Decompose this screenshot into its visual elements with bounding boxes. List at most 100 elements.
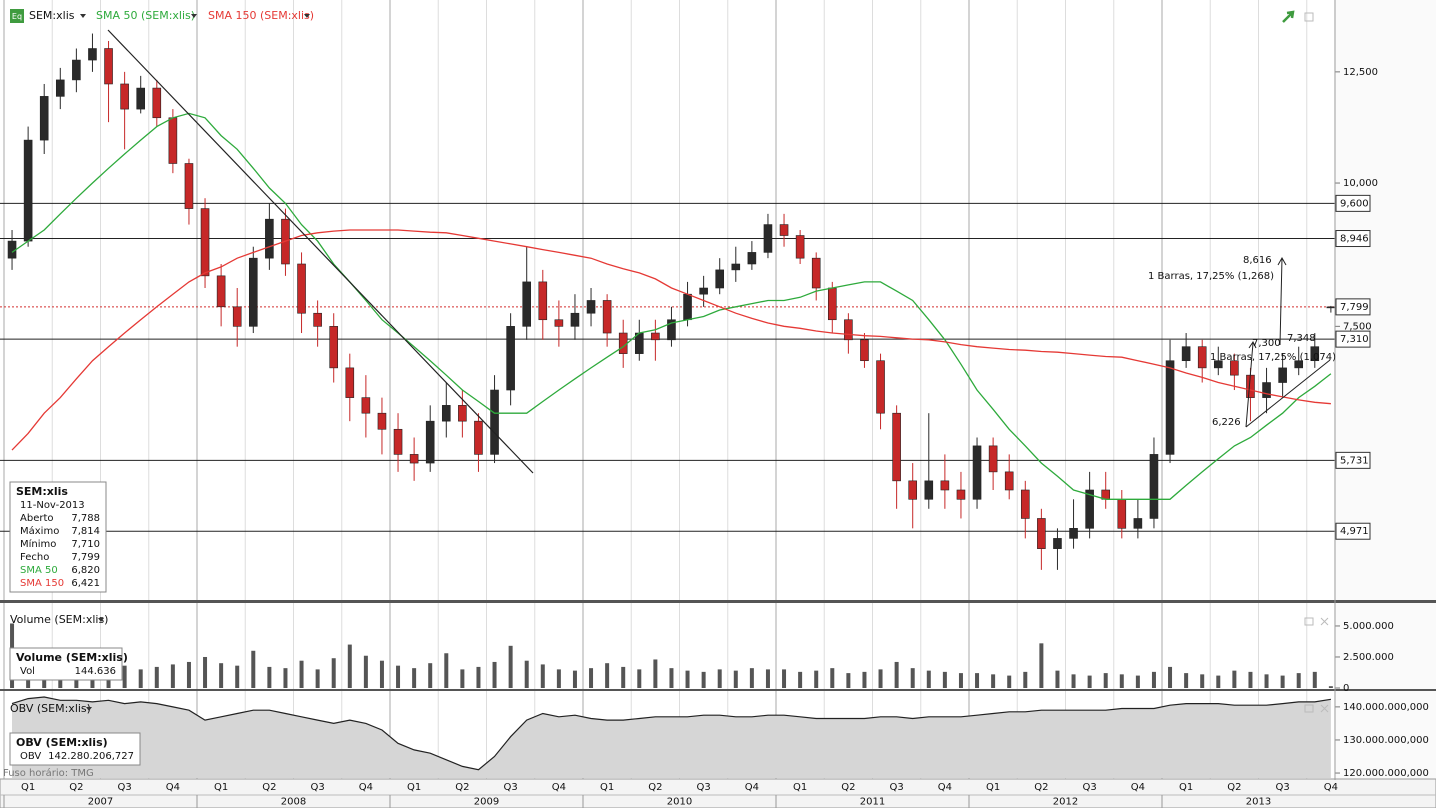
volume-bar xyxy=(637,669,642,688)
last-price-box xyxy=(1335,298,1371,316)
info-title: Volume (SEM:xlis) xyxy=(16,651,128,664)
candle-body xyxy=(763,224,773,253)
candle-body xyxy=(184,163,194,209)
candle-body xyxy=(522,281,532,327)
sma150-menu[interactable]: SMA 150 (SEM:xlis) xyxy=(208,9,314,22)
candle-body xyxy=(136,87,146,110)
info-box xyxy=(9,481,107,593)
candle-body xyxy=(956,489,966,500)
volume-bar xyxy=(958,673,963,688)
dropdown-arrow[interactable] xyxy=(80,14,86,18)
info-label: Vol xyxy=(20,666,35,677)
candle-body xyxy=(1310,346,1320,362)
footnote: Fuso horário: TMG xyxy=(3,767,94,779)
info-label: SMA 150 xyxy=(20,578,64,589)
plot xyxy=(7,33,1336,778)
info-box xyxy=(9,647,123,681)
quarter-label: Q1 xyxy=(600,782,614,793)
volume-bar xyxy=(782,669,787,688)
candle-body xyxy=(377,412,387,430)
quarter-label: Q1 xyxy=(1179,782,1193,793)
candle-body xyxy=(554,319,564,327)
panel-title: OBV (SEM:xlis) xyxy=(10,702,91,715)
volume-bar xyxy=(733,670,738,688)
volume-bar xyxy=(444,653,449,688)
volume-bar xyxy=(1248,671,1253,688)
candle-body xyxy=(1181,346,1191,362)
candle-body xyxy=(1165,360,1175,455)
info-label: Aberto xyxy=(20,513,54,524)
info-value: 6,820 xyxy=(71,565,100,576)
y-tick-label: 7,500 xyxy=(1343,321,1372,332)
volume-bar xyxy=(653,659,658,688)
panel-separator xyxy=(0,689,1436,691)
symbol-menu[interactable]: SEM:xlis xyxy=(29,9,75,22)
symbol-icon[interactable] xyxy=(10,9,24,23)
candle-body xyxy=(458,405,467,422)
candle-body xyxy=(1133,518,1143,529)
volume-bar xyxy=(685,670,690,688)
volume-bar xyxy=(749,668,754,688)
quarter-label: Q3 xyxy=(504,782,518,793)
candle-body xyxy=(747,252,757,265)
candle-body xyxy=(683,293,692,321)
window-button[interactable] xyxy=(1304,704,1314,713)
sma50-menu[interactable]: SMA 50 (SEM:xlis) xyxy=(96,9,195,22)
volume-bar xyxy=(894,661,899,688)
y-tick-label: 5.000.000 xyxy=(1343,621,1394,632)
projection-drawing[interactable] xyxy=(1245,256,1331,428)
window-button[interactable] xyxy=(1304,12,1314,22)
volume-bar xyxy=(235,665,240,688)
volume-bar xyxy=(701,671,706,688)
y-tick-label: 130.000.000,000 xyxy=(1343,735,1429,746)
volume-bar xyxy=(154,666,159,688)
drawing-annotation: 7,300 xyxy=(1252,338,1281,349)
candle-body xyxy=(586,300,596,314)
dropdown-arrow[interactable] xyxy=(191,14,197,18)
panel-title: Volume (SEM:xlis) xyxy=(10,613,108,626)
volume-bar xyxy=(1280,675,1285,688)
quarter-label: Q2 xyxy=(455,782,469,793)
volume-bar xyxy=(942,671,947,688)
candle-body xyxy=(1326,306,1336,309)
candle-body xyxy=(1230,360,1239,376)
info-value: 7,788 xyxy=(71,513,100,524)
volume-bar xyxy=(299,660,304,688)
y-tick-label: 10,000 xyxy=(1343,178,1378,189)
close-button[interactable] xyxy=(1320,704,1329,713)
y-tick-label: 140.000.000,000 xyxy=(1343,702,1429,713)
candle-body xyxy=(216,275,226,308)
obv-area xyxy=(12,697,1331,778)
volume-bar xyxy=(926,670,931,688)
level-label: 7,310 xyxy=(1340,334,1369,345)
candle-body xyxy=(490,389,499,455)
y-tick-label: 2.500.000 xyxy=(1343,652,1394,663)
volume-bar xyxy=(508,645,513,688)
sma-line xyxy=(11,112,1332,500)
candle-body xyxy=(506,326,515,391)
dropdown-arrow xyxy=(98,618,104,622)
level-label-box xyxy=(1335,230,1371,248)
volume-bar xyxy=(1151,671,1156,688)
drawing-annotation: 7,348 xyxy=(1287,333,1316,344)
dropdown-arrow[interactable] xyxy=(304,14,310,18)
close-button[interactable] xyxy=(1320,617,1329,626)
trend-icon[interactable] xyxy=(1282,10,1295,23)
volume-bar xyxy=(1232,670,1237,688)
candle-body xyxy=(924,480,934,500)
info-value: 144.636 xyxy=(75,666,116,677)
panel-separator xyxy=(0,600,1436,603)
candle-body xyxy=(313,312,322,327)
candle-body xyxy=(248,257,258,327)
quarter-label: Q3 xyxy=(118,782,132,793)
volume-bar xyxy=(170,664,175,688)
trend-line[interactable] xyxy=(107,29,534,474)
candle-body xyxy=(892,412,901,482)
info-value: 7,799 xyxy=(71,552,100,563)
window-button[interactable] xyxy=(1304,617,1314,626)
volume-bar xyxy=(669,668,674,688)
candle-body xyxy=(409,454,419,464)
candle-body xyxy=(1213,360,1223,369)
candle-body xyxy=(39,96,49,141)
